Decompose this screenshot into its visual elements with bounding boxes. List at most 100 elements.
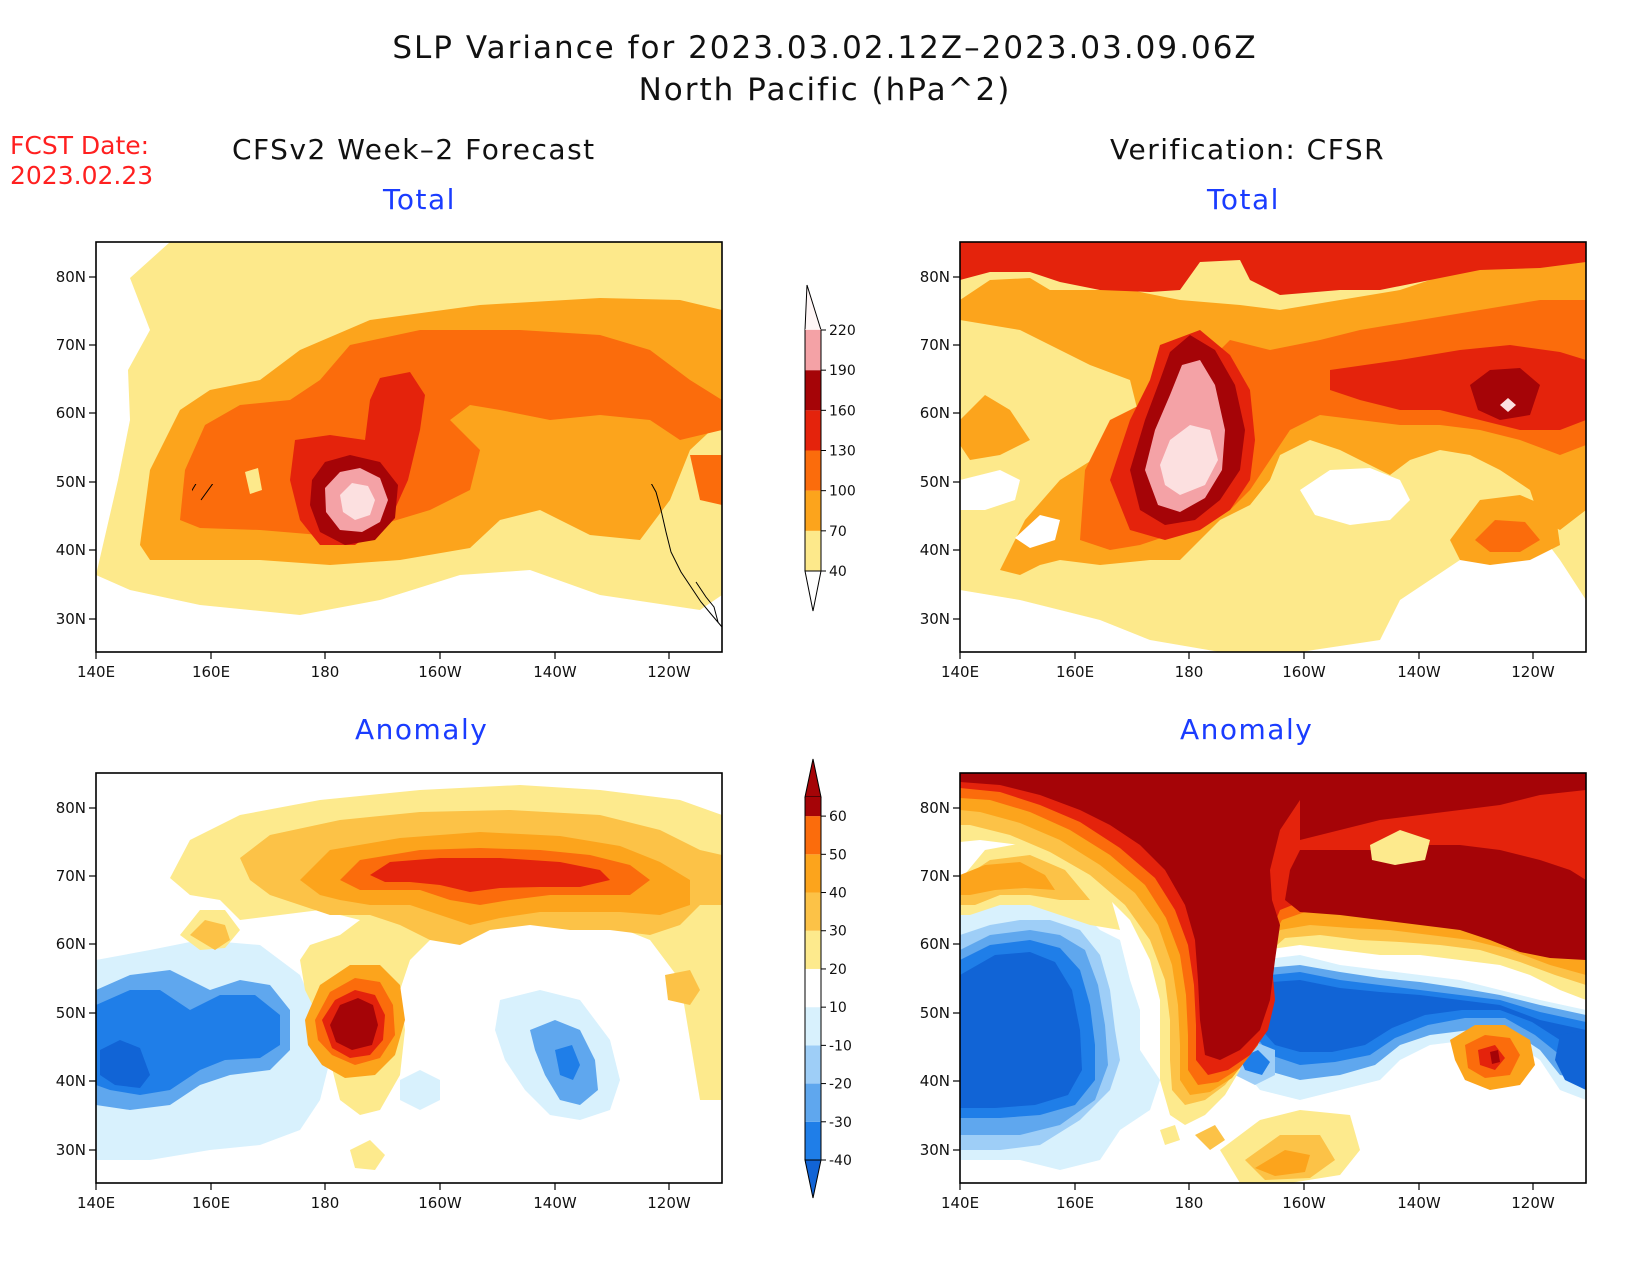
colorbar-anomaly-level-label: -30 <box>829 1115 852 1131</box>
lat-tick-label: 50N <box>56 473 86 491</box>
colorbar-anomaly-swatch <box>805 930 821 969</box>
colorbar-anomaly-level-label: 20 <box>829 962 847 978</box>
lat-tick-label: 70N <box>56 867 86 885</box>
lon-tick-label: 120W <box>1511 663 1555 681</box>
colorbar-anomaly-swatch <box>805 1045 821 1084</box>
lon-tick-label: 180 <box>1175 663 1204 681</box>
colorbar-anomaly-level-label: 40 <box>829 886 847 902</box>
colorbar-anomaly-level-label: -40 <box>829 1153 852 1169</box>
lon-tick-label: 160E <box>1056 1194 1094 1212</box>
colorbar-total-level-label: 40 <box>829 564 847 580</box>
lat-tick-label: 70N <box>920 867 950 885</box>
lon-tick-label: 140E <box>941 1194 979 1212</box>
title-line-2: North Pacific (hPa^2) <box>638 72 1012 108</box>
colorbar-anomaly-swatch <box>805 1007 821 1046</box>
lon-tick-label: 140W <box>533 1194 577 1212</box>
colorbar-anomaly-swatch <box>805 816 821 855</box>
colorbar-anomaly-level-label: 30 <box>829 924 847 940</box>
lon-tick-label: 140E <box>941 663 979 681</box>
lat-tick-label: 30N <box>56 1141 86 1159</box>
lat-tick-label: 40N <box>56 541 86 559</box>
colorbar-anomaly-level-label: -10 <box>829 1038 852 1054</box>
colorbar-anomaly-top-arrow <box>804 758 822 798</box>
lat-tick-label: 60N <box>56 935 86 953</box>
lat-tick-label: 50N <box>920 1004 950 1022</box>
lat-tick-label: 80N <box>920 799 950 817</box>
panel-title-verification-anomaly: Anomaly <box>1180 713 1314 746</box>
colorbar-total-level-label: 160 <box>829 403 856 419</box>
colorbar-anomaly-swatch <box>805 968 821 1008</box>
lat-tick-label: 80N <box>56 268 86 286</box>
lat-tick-label: 70N <box>56 336 86 354</box>
map-panel-verification-anomaly <box>960 773 1586 1183</box>
lon-tick-label: 120W <box>647 663 691 681</box>
map-panel-forecast-anomaly <box>96 773 722 1183</box>
colorbar-total-level-label: 100 <box>829 484 856 500</box>
colorbar-anomaly-swatch <box>805 1121 821 1160</box>
map-frame-verification-anomaly <box>959 772 1587 1184</box>
colorbar-total-swatch <box>805 330 821 371</box>
colorbar-anomaly-level-label: 50 <box>829 847 847 863</box>
panel-title-verification-total: Total <box>1207 183 1280 216</box>
lat-tick-label: 40N <box>920 1072 950 1090</box>
colorbar-total-top-arrow <box>804 284 822 331</box>
colorbar-total: 40 70 100 130 160 190 220 <box>804 284 856 612</box>
lon-tick-label: 160W <box>1282 663 1326 681</box>
map-frame-verification-total <box>959 241 1587 653</box>
lon-tick-label: 180 <box>311 663 340 681</box>
colorbar-anomaly-bottom-arrow <box>804 1159 822 1199</box>
lat-tick-label: 80N <box>56 799 86 817</box>
fcst-date-label: FCST Date: <box>10 131 150 160</box>
colorbar-anomaly-swatch <box>805 1083 821 1122</box>
colorbar-anomaly-swatch <box>805 797 821 817</box>
title-line-1: SLP Variance for 2023.03.02.12Z–2023.03.… <box>392 30 1258 66</box>
lon-tick-label: 160W <box>1282 1194 1326 1212</box>
map-panel-forecast-total <box>96 242 722 652</box>
panel-title-forecast-total: Total <box>383 183 456 216</box>
colorbar-total-level-label: 70 <box>829 524 847 540</box>
lat-tick-label: 50N <box>920 473 950 491</box>
lon-tick-label: 160E <box>1056 663 1094 681</box>
map-frames <box>95 241 1587 1184</box>
lon-tick-label: 180 <box>1175 1194 1204 1212</box>
lon-tick-label: 140W <box>1397 663 1441 681</box>
lon-tick-label: 160W <box>418 1194 462 1212</box>
coastline-forecast-total <box>192 484 723 628</box>
lat-tick-label: 60N <box>56 404 86 422</box>
panel-title-forecast-anomaly: Anomaly <box>355 713 489 746</box>
lat-tick-label: 30N <box>56 610 86 628</box>
colorbar-total-level-label: 220 <box>829 323 856 339</box>
colorbar-anomaly: -40 -30 -20 -10 10 20 30 40 50 60 <box>804 758 852 1199</box>
map-frame-forecast-anomaly <box>95 772 723 1184</box>
lon-tick-label: 160E <box>192 663 230 681</box>
colorbar-total-level-label: 190 <box>829 363 856 379</box>
colorbar-total-swatch <box>805 410 821 451</box>
fcst-date-value: 2023.02.23 <box>10 161 154 190</box>
right-column-title: Verification: CFSR <box>1110 133 1386 166</box>
map-frame-forecast-total <box>95 241 723 653</box>
lon-tick-label: 140W <box>1397 1194 1441 1212</box>
colorbar-anomaly-level-label: 10 <box>829 1000 847 1016</box>
lat-tick-label: 40N <box>56 1072 86 1090</box>
colorbar-total-swatch <box>805 490 821 531</box>
lon-tick-label: 160E <box>192 1194 230 1212</box>
lat-tick-label: 60N <box>920 935 950 953</box>
colorbar-total-level-label: 130 <box>829 444 856 460</box>
lon-tick-label: 120W <box>1511 1194 1555 1212</box>
lat-tick-label: 40N <box>920 541 950 559</box>
colorbar-anomaly-level-label: -20 <box>829 1077 852 1093</box>
lat-tick-label: 50N <box>56 1004 86 1022</box>
lon-tick-label: 140E <box>77 663 115 681</box>
lon-tick-label: 120W <box>647 1194 691 1212</box>
left-column-title: CFSv2 Week–2 Forecast <box>232 133 596 166</box>
axis-ticks: 140E 160E 180 160W 140W 120W 80N 70N 60N 50N 40N 30… <box>56 268 1555 1212</box>
map-panel-verification-total <box>960 242 1586 652</box>
colorbar-anomaly-swatch <box>805 892 821 931</box>
coastlines <box>192 484 723 628</box>
colorbar-total-bottom-arrow <box>804 570 822 612</box>
lat-tick-label: 30N <box>920 610 950 628</box>
colorbar-anomaly-swatch <box>805 854 821 893</box>
lat-tick-label: 60N <box>920 404 950 422</box>
lat-tick-label: 30N <box>920 1141 950 1159</box>
